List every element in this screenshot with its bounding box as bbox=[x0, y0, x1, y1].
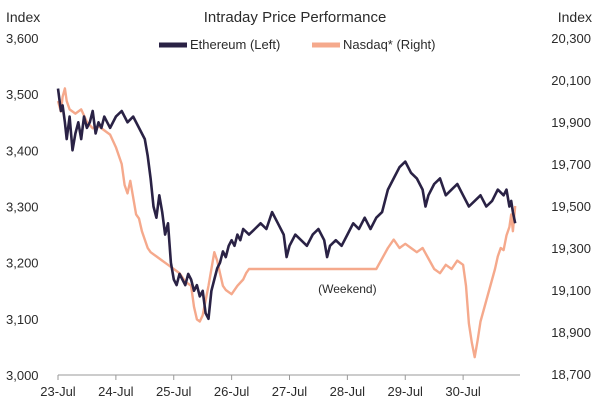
chart-title: Intraday Price Performance bbox=[204, 9, 387, 26]
left-tick-label: 3,600 bbox=[6, 31, 39, 46]
right-tick-label: 20,100 bbox=[551, 73, 591, 88]
left-axis-ticks: 3,600 3,500 3,400 3,300 3,200 3,100 3,000 bbox=[6, 31, 39, 383]
right-tick-label: 19,100 bbox=[551, 283, 591, 298]
left-axis-title: Index bbox=[6, 9, 40, 25]
x-tick-label: 26-Jul bbox=[214, 384, 250, 399]
left-tick-label: 3,100 bbox=[6, 312, 39, 327]
left-tick-label: 3,300 bbox=[6, 200, 39, 215]
x-tick-label: 27-Jul bbox=[272, 384, 308, 399]
x-tick-label: 24-Jul bbox=[98, 384, 134, 399]
right-tick-label: 19,300 bbox=[551, 241, 591, 256]
plot-area: 23-Jul 24-Jul 25-Jul 26-Jul 27-Jul 28-Jul 29-J… bbox=[6, 31, 591, 399]
right-tick-label: 19,900 bbox=[551, 115, 591, 130]
nasdaq-series-line bbox=[56, 87, 517, 359]
legend: Ethereum (Left) Nasdaq* (Right) bbox=[159, 37, 436, 52]
left-tick-label: 3,400 bbox=[6, 143, 39, 158]
x-tick-label: 29-Jul bbox=[388, 384, 424, 399]
right-axis-title: Index bbox=[558, 9, 592, 25]
right-tick-label: 18,900 bbox=[551, 325, 591, 340]
right-tick-label: 19,700 bbox=[551, 157, 591, 172]
x-tick-label: 23-Jul bbox=[40, 384, 76, 399]
left-tick-label: 3,500 bbox=[6, 87, 39, 102]
legend-label-ethereum: Ethereum (Left) bbox=[190, 37, 280, 52]
right-tick-label: 19,500 bbox=[551, 199, 591, 214]
x-tick-label: 25-Jul bbox=[156, 384, 192, 399]
x-tick-label: 28-Jul bbox=[330, 384, 366, 399]
right-axis-ticks: 20,300 20,100 19,900 19,700 19,500 19,300 19,1… bbox=[551, 31, 591, 382]
ethereum-series-line bbox=[56, 88, 517, 321]
left-tick-label: 3,200 bbox=[6, 256, 39, 271]
legend-label-nasdaq: Nasdaq* (Right) bbox=[343, 37, 436, 52]
x-axis-ticks: 23-Jul 24-Jul 25-Jul 26-Jul 27-Jul 28-Jul 29-J… bbox=[40, 375, 481, 399]
right-tick-label: 18,700 bbox=[551, 367, 591, 382]
right-tick-label: 20,300 bbox=[551, 31, 591, 46]
x-tick-label: 30-Jul bbox=[445, 384, 481, 399]
annotation-weekend: (Weekend) bbox=[318, 282, 376, 296]
series-lines bbox=[56, 87, 517, 359]
left-tick-label: 3,000 bbox=[6, 368, 39, 383]
